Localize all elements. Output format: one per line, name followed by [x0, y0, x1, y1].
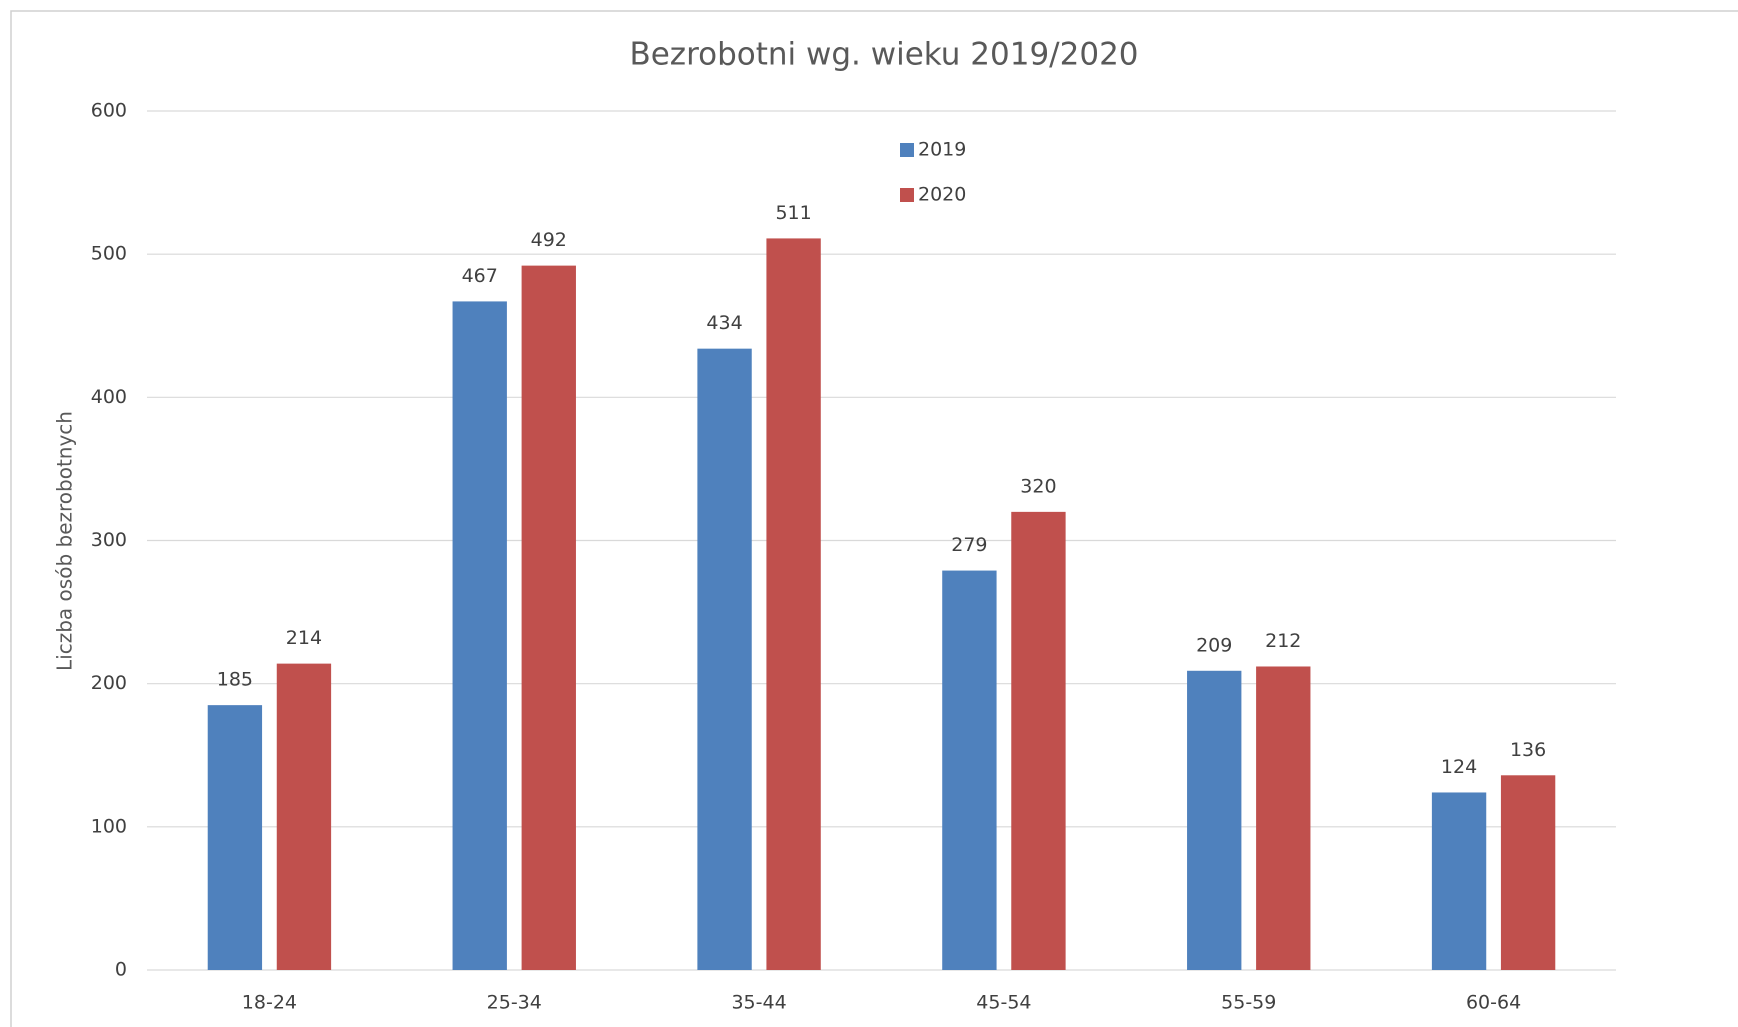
- y-tick-label: 100: [91, 815, 127, 837]
- x-tick-label: 18-24: [242, 992, 297, 1014]
- legend-label: 2020: [918, 184, 966, 206]
- bar: [1256, 666, 1311, 970]
- x-tick-label: 55-59: [1221, 992, 1276, 1014]
- legend-swatch: [900, 143, 914, 157]
- data-label: 185: [217, 669, 253, 691]
- data-label: 320: [1020, 475, 1056, 497]
- data-label: 214: [286, 627, 322, 649]
- bar: [697, 348, 752, 970]
- bar: [452, 301, 507, 971]
- y-tick-label: 500: [91, 243, 127, 265]
- data-label: 511: [775, 202, 811, 224]
- y-tick-label: 400: [91, 386, 127, 408]
- bar: [766, 238, 821, 970]
- data-label: 492: [531, 229, 567, 251]
- y-tick-label: 0: [115, 959, 127, 981]
- bar: [276, 663, 332, 970]
- legend-label: 2019: [918, 139, 966, 161]
- y-tick-label: 600: [91, 100, 127, 122]
- bar: [1187, 670, 1242, 970]
- bar: [1431, 792, 1487, 970]
- bar: [521, 265, 576, 970]
- y-axis-label: Liczba osób bezrobotnych: [53, 411, 77, 671]
- data-label: 136: [1510, 739, 1546, 761]
- data-label: 124: [1441, 756, 1477, 778]
- bar: [942, 570, 997, 970]
- data-label: 212: [1265, 630, 1301, 652]
- bar: [1011, 511, 1066, 970]
- bar: [1500, 775, 1556, 970]
- bar: [207, 705, 263, 970]
- data-label: 434: [706, 312, 742, 334]
- chart-title: Bezrobotni wg. wieku 2019/2020: [629, 37, 1138, 73]
- y-tick-label: 300: [91, 529, 127, 551]
- x-tick-label: 60-64: [1466, 992, 1521, 1014]
- legend-swatch: [900, 188, 914, 202]
- data-label: 279: [951, 534, 987, 556]
- x-tick-label: 25-34: [487, 992, 542, 1014]
- data-label: 467: [462, 265, 498, 287]
- x-tick-label: 45-54: [976, 992, 1031, 1014]
- x-tick-label: 35-44: [731, 992, 786, 1014]
- data-label: 209: [1196, 634, 1232, 656]
- y-tick-label: 200: [91, 672, 127, 694]
